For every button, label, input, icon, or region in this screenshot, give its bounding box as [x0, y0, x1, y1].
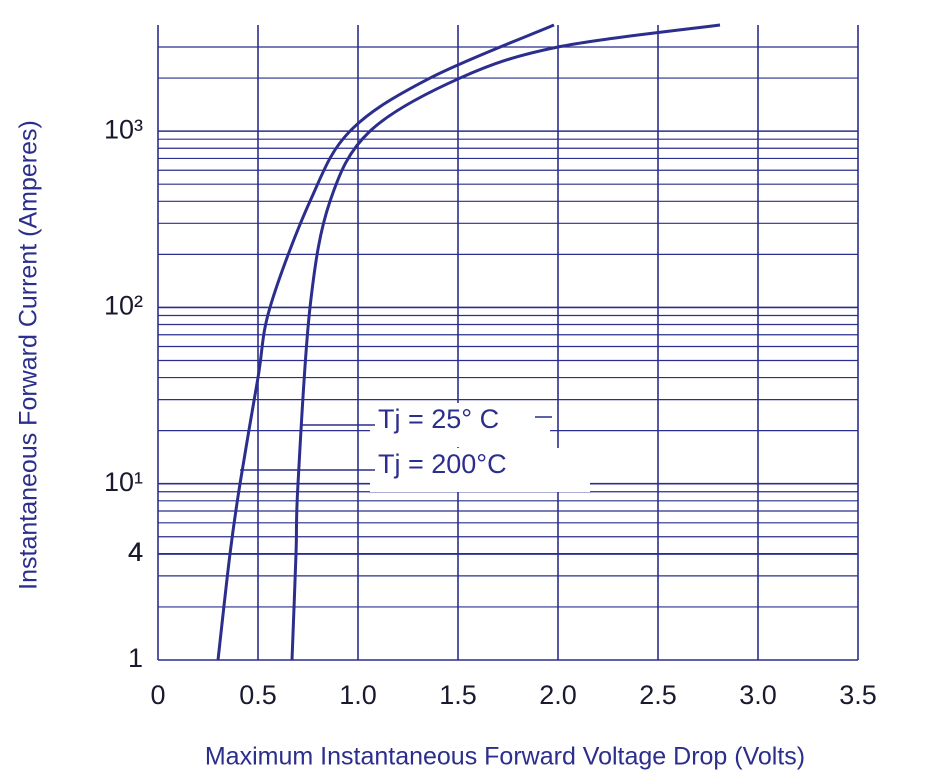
- x-tick-label: 2.5: [639, 680, 677, 710]
- series-line: [216, 23, 555, 661]
- x-tick-label: 3.0: [739, 680, 777, 710]
- x-tick-label: 0.5: [239, 680, 277, 710]
- y-tick-label: 4: [128, 537, 143, 567]
- series-label: Tj = 25° C: [378, 404, 499, 434]
- y-tick-label: 10²: [104, 291, 143, 321]
- series-line: [290, 23, 721, 661]
- y-tick-label: 4: [128, 537, 143, 567]
- x-tick-label: 3.5: [839, 680, 877, 710]
- y-tick-label: 10¹: [104, 467, 143, 497]
- y-axis-title: Instantaneous Forward Current (Amperes): [15, 120, 43, 590]
- x-tick-label: 1.5: [439, 680, 477, 710]
- x-tick-label: 2.0: [539, 680, 577, 710]
- y-tick-label: 1: [128, 643, 143, 673]
- x-tick-label: 0: [150, 680, 165, 710]
- label-background: [370, 403, 550, 447]
- y-tick-label: 10³: [104, 114, 143, 144]
- y-tick-label: 4: [128, 537, 143, 567]
- label-background: [370, 448, 590, 492]
- x-axis-title: Maximum Instantaneous Forward Voltage Dr…: [205, 743, 805, 771]
- x-tick-label: 1.0: [339, 680, 377, 710]
- y-tick-label: 4: [128, 537, 143, 567]
- series-label: Tj = 200°C: [378, 449, 507, 479]
